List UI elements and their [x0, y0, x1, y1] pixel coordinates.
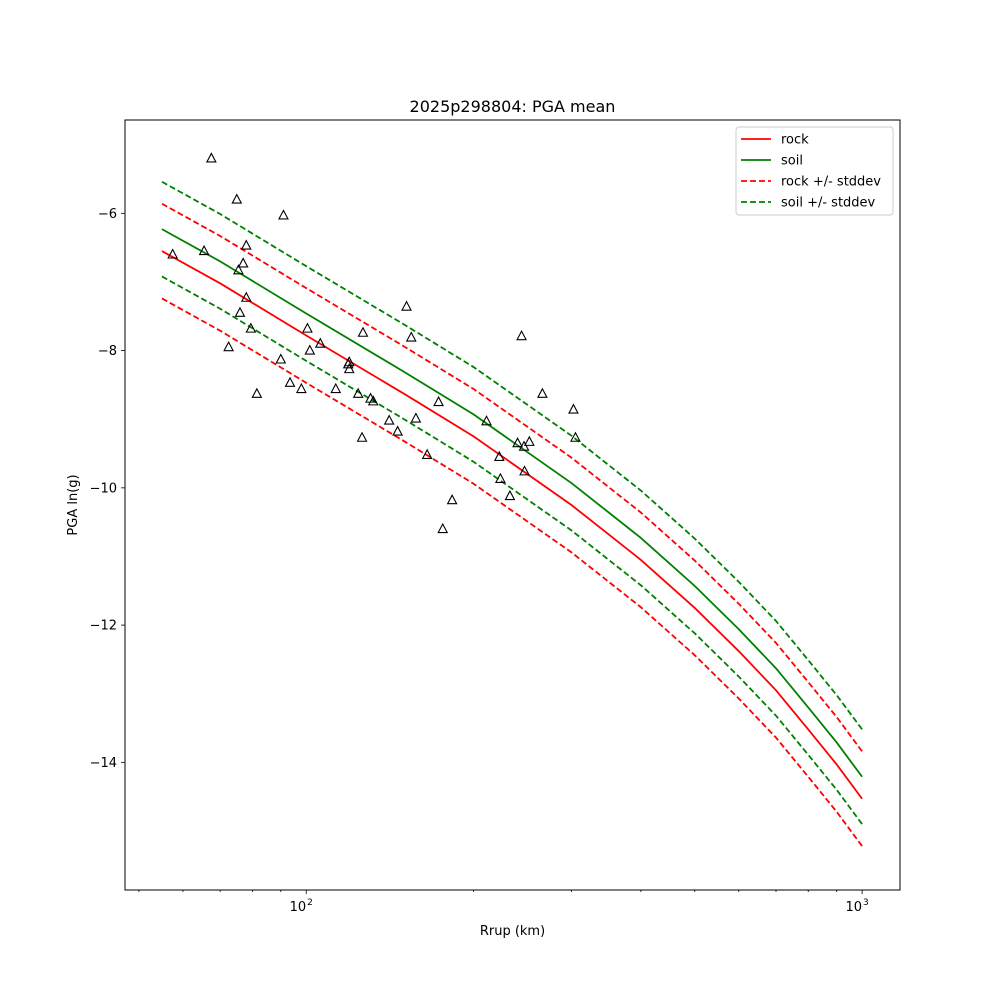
observation-point [504, 489, 516, 501]
model-curves [161, 180, 863, 847]
observation-point [231, 193, 243, 204]
observation-point [302, 322, 313, 333]
observation-point [410, 412, 422, 423]
observation-point [304, 344, 316, 355]
observation-point [446, 494, 458, 505]
y-tick-label: −14 [90, 756, 117, 771]
x-tick-label-exponent: 2 [307, 898, 313, 908]
observation-point [405, 331, 417, 342]
observation-point [237, 257, 249, 268]
observation-point [167, 248, 179, 259]
x-tick-label-exponent: 3 [863, 898, 869, 908]
legend-label: soil +/- stddev [781, 196, 876, 211]
y-tick-label: −6 [98, 207, 117, 222]
observation-point [275, 353, 287, 364]
chart-title: 2025p298804: PGA mean [410, 97, 616, 116]
observation-point [383, 414, 395, 425]
legend-label: soil [781, 154, 803, 169]
observation-point [330, 382, 342, 394]
observation-point [433, 395, 444, 407]
observation-point [516, 330, 527, 341]
observation-point [240, 239, 252, 250]
observation-point [570, 431, 581, 442]
observation-point [523, 435, 535, 446]
observation-point [421, 448, 433, 459]
observation-point [278, 209, 289, 220]
observation-point [512, 437, 523, 448]
observation-point [232, 264, 244, 275]
observation-point [205, 152, 217, 163]
plot-frame [124, 119, 901, 891]
y-axis: −14 −12 −10 −8 −6 [90, 207, 125, 771]
legend-box [735, 126, 894, 216]
observation-point [367, 395, 379, 406]
observation-point [437, 522, 449, 534]
observation-point [357, 326, 369, 337]
observation-point [352, 387, 364, 398]
x-axis-label: Rrup (km) [480, 924, 545, 939]
observation-point [284, 376, 296, 387]
observation-point [537, 387, 548, 398]
observation-point [481, 415, 492, 426]
observation-point [518, 440, 530, 451]
observation-point [314, 337, 326, 348]
series-line-soil-stddev-lower [161, 275, 863, 825]
observation-point [234, 306, 246, 317]
series-line-soil-stddev-upper [161, 180, 863, 730]
y-tick-label: −8 [98, 344, 117, 359]
observation-point [568, 403, 579, 414]
observation-point [494, 472, 506, 483]
observation-point [356, 431, 368, 442]
series-line-soil [161, 228, 863, 778]
observation-point [343, 362, 355, 374]
observation-point [519, 465, 530, 476]
legend-label: rock [781, 133, 809, 148]
observation-point [343, 356, 355, 367]
y-axis-label: PGA ln(g) [66, 474, 81, 535]
observation-point [223, 340, 235, 352]
observation-point [295, 382, 307, 394]
series-line-rock-stddev-upper [161, 202, 863, 752]
series-line-rock-stddev-lower [161, 297, 863, 847]
observation-point [493, 450, 505, 462]
y-tick-label: −12 [90, 619, 117, 634]
y-tick-label: −10 [90, 481, 117, 496]
observation-points [167, 152, 581, 534]
observation-point [198, 244, 210, 256]
observation-point [392, 425, 404, 436]
legend-label: rock +/- stddev [781, 175, 881, 190]
observation-point [401, 300, 412, 311]
observation-point [245, 322, 257, 333]
series-line-rock [161, 250, 863, 800]
observation-point [240, 291, 252, 302]
legend: rock soil rock +/- stddev soil +/- stddev [735, 126, 894, 216]
observation-point [251, 387, 263, 398]
